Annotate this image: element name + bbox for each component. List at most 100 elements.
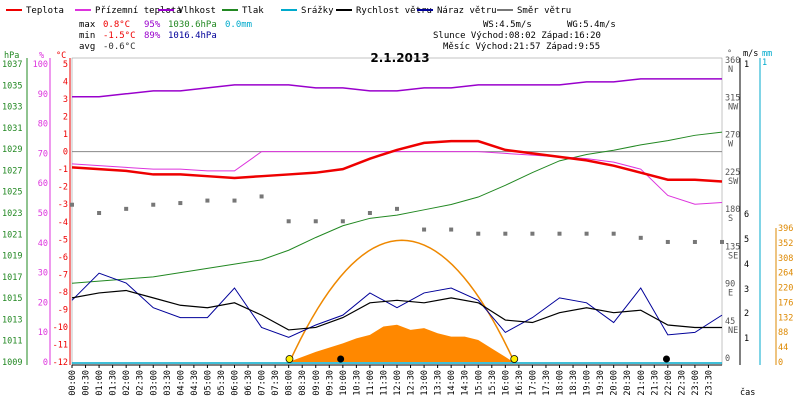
- x-tick-12: 06:00: [231, 370, 241, 396]
- x-tick-7: 03:30: [163, 370, 173, 396]
- hpa-tick-11: 1015: [2, 294, 22, 304]
- stat-max-rain: 0.0mm: [225, 20, 252, 30]
- x-tick-11: 05:30: [217, 370, 227, 396]
- pct-tick-5: 50: [38, 209, 48, 219]
- dir-label-7: NE: [728, 326, 738, 336]
- dir-label-6: E: [728, 289, 733, 299]
- hpa-tick-7: 1023: [2, 209, 22, 219]
- wind-dir-point-17: [530, 231, 535, 236]
- wind-tick-0: 1: [744, 60, 749, 70]
- x-tick-20: 10:00: [339, 370, 349, 396]
- wind-dir-point-22: [665, 239, 670, 244]
- x-tick-17: 08:30: [298, 370, 308, 396]
- temp-tick-9: -4: [58, 218, 68, 228]
- temp-tick-2: 3: [63, 95, 68, 105]
- series-wind-speed: [71, 289, 722, 331]
- solar-tick-6: 132: [778, 313, 793, 323]
- hpa-tick-2: 1033: [2, 103, 22, 113]
- unit-wind: m/s: [743, 49, 758, 59]
- wind-dir-point-3: [151, 202, 156, 207]
- x-tick-46: 23:00: [691, 370, 701, 396]
- temp-tick-1: 4: [63, 78, 68, 88]
- x-tick-33: 16:30: [515, 370, 525, 396]
- series-humidity: [72, 78, 722, 98]
- solar-tick-3: 264: [778, 269, 793, 279]
- temp-tick-8: -3: [58, 200, 68, 210]
- dir-label-2: W: [728, 140, 734, 150]
- x-tick-16: 08:00: [285, 370, 295, 396]
- pct-tick-7: 30: [38, 269, 48, 279]
- temp-tick-16: -11: [53, 340, 68, 350]
- wind-tick-2: 5: [744, 235, 749, 245]
- unit-temp: °C: [56, 51, 66, 61]
- legend-label-3: Tlak: [242, 6, 264, 16]
- x-tick-34: 17:00: [528, 370, 538, 396]
- hpa-tick-12: 1013: [2, 315, 22, 325]
- wind-dir-point-10: [340, 219, 345, 224]
- pct-tick-8: 20: [38, 298, 48, 308]
- pct-tick-6: 40: [38, 239, 48, 249]
- solar-tick-2: 308: [778, 254, 793, 264]
- dir-tick-7: 45: [725, 317, 735, 327]
- hpa-tick-0: 1037: [2, 60, 22, 70]
- hpa-tick-5: 1027: [2, 166, 22, 176]
- wind-dir-point-0: [70, 202, 74, 207]
- x-tick-39: 19:30: [596, 370, 606, 396]
- wind-dir-point-19: [584, 231, 589, 236]
- x-tick-47: 23:30: [704, 370, 714, 396]
- stat-max-label: max: [79, 20, 96, 30]
- solar-tick-4: 220: [778, 284, 793, 294]
- hpa-tick-9: 1019: [2, 252, 22, 262]
- stat-wg: WG:5.4m/s: [567, 20, 616, 30]
- temp-tick-7: -2: [58, 183, 68, 193]
- temp-tick-5: 0: [63, 148, 68, 158]
- series-wind-gust: [71, 272, 723, 338]
- legend-label-4: Srážky: [301, 6, 334, 16]
- x-tick-5: 02:30: [136, 370, 146, 396]
- dir-label-1: NW: [728, 102, 739, 112]
- solar-tick-7: 88: [778, 328, 788, 338]
- x-tick-29: 14:30: [461, 370, 471, 396]
- solar-tick-1: 352: [778, 239, 793, 249]
- wind-dir-point-2: [124, 206, 129, 211]
- stat-moon: Měsíc Východ:21:57 Západ:9:55: [443, 42, 600, 52]
- x-tick-8: 04:00: [176, 370, 186, 396]
- x-tick-44: 22:00: [664, 370, 674, 396]
- x-tick-42: 21:00: [637, 370, 647, 396]
- wind-dir-point-23: [692, 239, 697, 244]
- wind-dir-point-18: [557, 231, 562, 236]
- sun-marker-1: [510, 355, 519, 363]
- dir-tick-2: 270: [725, 131, 740, 141]
- legend-label-5: Rychlost větru: [356, 6, 432, 16]
- wind-dir-point-8: [286, 219, 291, 224]
- hpa-tick-13: 1011: [2, 337, 22, 347]
- hpa-tick-8: 1021: [2, 230, 22, 240]
- wind-tick-5: 2: [744, 309, 749, 319]
- moon-marker-1: [662, 355, 670, 363]
- sun-path-curve: [288, 239, 515, 363]
- pct-tick-3: 70: [38, 149, 48, 159]
- x-tick-9: 04:30: [190, 370, 200, 396]
- pct-tick-1: 90: [38, 90, 48, 100]
- dir-label-3: SW: [728, 177, 739, 187]
- series-temperature: [71, 139, 723, 183]
- x-tick-24: 12:00: [393, 370, 403, 396]
- axes: 1037103510331031102910271025102310211019…: [2, 56, 793, 396]
- x-tick-30: 15:00: [474, 370, 484, 396]
- moon-marker-0: [337, 355, 345, 363]
- x-tick-25: 12:30: [407, 370, 417, 396]
- x-tick-40: 20:00: [610, 370, 620, 396]
- wind-dir-point-15: [476, 231, 481, 236]
- dir-tick-6: 90: [725, 280, 735, 290]
- pct-tick-9: 10: [38, 328, 48, 338]
- dir-tick-4: 180: [725, 205, 740, 215]
- stats-panel: max 0.8°C 95% 1030.6hPa 0.0mm min -1.5°C…: [79, 20, 616, 52]
- unit-rain: mm: [762, 49, 772, 59]
- pct-tick-2: 80: [38, 120, 48, 130]
- x-tick-37: 18:30: [569, 370, 579, 396]
- wind-dir-point-13: [422, 227, 427, 232]
- dir-tick-3: 225: [725, 168, 740, 178]
- x-tick-28: 14:00: [447, 370, 457, 396]
- wind-dir-point-4: [178, 201, 183, 206]
